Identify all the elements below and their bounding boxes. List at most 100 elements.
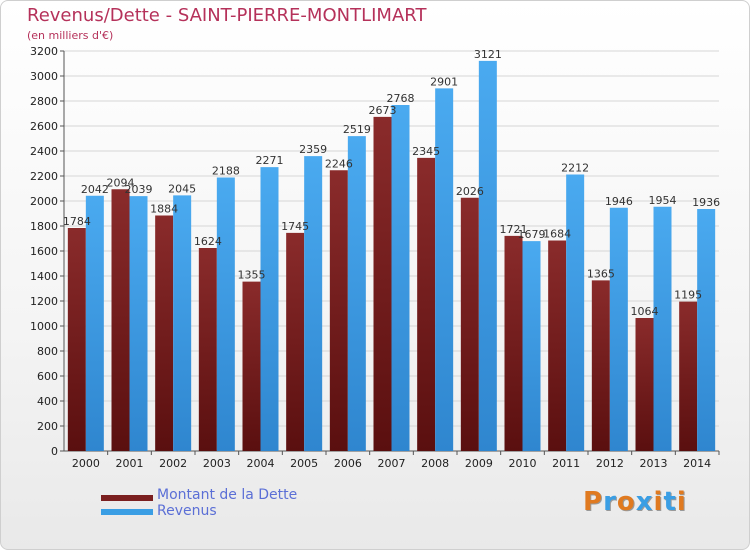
bar-dette [155,215,174,451]
x-tick-label: 2004 [247,457,275,470]
y-tick-label: 2600 [30,120,58,133]
logo-letter: i [653,487,664,517]
data-label-dette: 1355 [238,269,266,282]
data-label-revenus: 2045 [168,182,196,195]
y-tick-label: 200 [37,420,58,433]
x-tick-label: 2000 [72,457,100,470]
data-label-revenus: 2039 [125,183,153,196]
bar-revenus [435,88,454,451]
proxiti-logo: Proxiti [583,487,687,517]
x-tick-label: 2014 [683,457,711,470]
y-tick-label: 1800 [30,220,58,233]
data-label-revenus: 2188 [212,165,240,178]
bar-dette [635,318,654,451]
bar-dette [111,189,130,451]
logo-letter: i [676,487,687,517]
bar-revenus [566,174,585,451]
bar-dette [242,281,261,451]
bar-dette [373,116,392,451]
y-tick-label: 400 [37,395,58,408]
bar-revenus [304,156,323,451]
logo-letter: t [663,487,677,517]
chart-subtitle: (en milliers d'€) [27,29,114,42]
bar-revenus [173,195,192,451]
bar-dette [591,280,610,451]
data-label-dette: 1721 [500,223,528,236]
chart-title: Revenus/Dette - SAINT-PIERRE-MONTLIMART [27,5,427,26]
x-tick-label: 2005 [290,457,318,470]
bar-dette [548,240,567,451]
x-tick-label: 2013 [640,457,668,470]
bar-revenus [216,177,235,451]
x-tick-label: 2010 [509,457,537,470]
bar-revenus [347,136,366,451]
legend-swatch-dette [101,495,153,501]
logo-letter: P [583,487,604,517]
data-label-revenus: 2042 [81,183,109,196]
bar-revenus [260,167,279,451]
data-label-dette: 2673 [369,104,397,117]
y-tick-label: 2000 [30,195,58,208]
bar-revenus [697,209,716,451]
data-label-dette: 2094 [107,176,135,189]
legend-label-revenus: Revenus [157,503,217,519]
y-tick-label: 2200 [30,170,58,183]
data-label-revenus: 1936 [692,196,720,209]
data-label-dette: 1684 [543,228,571,241]
y-tick-label: 2400 [30,145,58,158]
data-label-dette: 1195 [674,289,702,302]
y-tick-label: 3200 [30,45,58,58]
y-tick-label: 2800 [30,95,58,108]
logo-letter: x [635,487,654,517]
bar-revenus [609,207,628,451]
bar-dette [67,228,86,451]
bar-dette [198,248,217,451]
x-tick-label: 2007 [378,457,406,470]
data-label-dette: 1624 [194,235,222,248]
data-label-dette: 1884 [150,203,178,216]
logo-letter: o [616,487,636,517]
y-tick-label: 1000 [30,320,58,333]
data-label-revenus: 2519 [343,123,371,136]
y-tick-label: 1200 [30,295,58,308]
axis-layer: 0 200 400 600 800 1000 1200 1400 1600 1800 2000 220… [30,45,720,470]
y-tick-label: 1600 [30,245,58,258]
data-label-revenus: 2359 [299,143,327,156]
y-tick-label: 800 [37,345,58,358]
y-tick-label: 3000 [30,70,58,83]
bar-revenus [391,105,410,451]
data-label-revenus: 1679 [518,228,546,241]
data-label-revenus: 2768 [387,92,415,105]
legend-label-dette: Montant de la Dette [157,487,298,503]
bars-layer [67,60,716,451]
x-tick-label: 2001 [116,457,144,470]
bar-dette [460,197,479,451]
legend-swatch-revenus [101,509,153,515]
x-tick-label: 2003 [203,457,231,470]
data-label-dette: 1784 [63,215,91,228]
data-label-revenus: 2212 [561,162,589,175]
bar-revenus [522,241,541,451]
x-tick-label: 2009 [465,457,493,470]
data-label-dette: 2026 [456,185,484,198]
data-label-revenus: 2271 [256,154,284,167]
x-tick-label: 2006 [334,457,362,470]
bar-revenus [85,195,104,451]
data-label-dette: 2345 [412,145,440,158]
data-label-revenus: 2901 [430,75,458,88]
bar-dette [679,301,698,451]
bar-revenus [653,206,672,451]
bar-dette [286,232,305,451]
data-label-dette: 1745 [281,220,309,233]
bar-revenus [478,60,497,451]
y-tick-label: 0 [51,445,58,458]
x-tick-label: 2002 [159,457,187,470]
data-label-dette: 1064 [631,305,659,318]
data-label-dette: 2246 [325,157,353,170]
x-tick-label: 2008 [421,457,449,470]
logo-letter: r [603,487,617,517]
x-tick-label: 2012 [596,457,624,470]
